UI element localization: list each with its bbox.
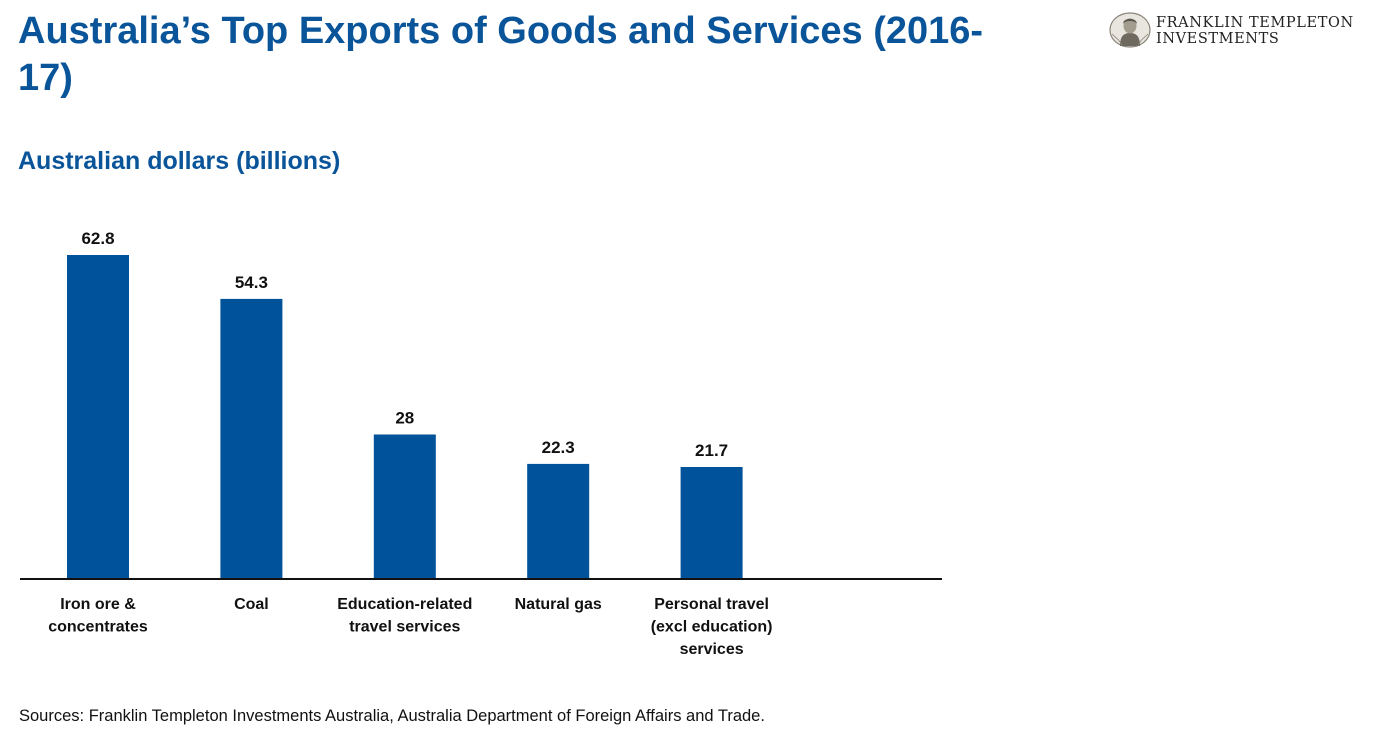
category-label-line: services xyxy=(680,641,744,658)
category-label-line: Coal xyxy=(234,596,269,613)
value-label-3: 22.3 xyxy=(542,438,575,457)
benjamin-franklin-portrait-icon xyxy=(1109,12,1151,48)
value-labels-group: 62.8 54.3 28 22.3 21.7 xyxy=(81,229,728,460)
bar-3 xyxy=(527,463,590,579)
category-label-line: (excl education) xyxy=(651,619,773,636)
logo-text-franklin-templeton: FRANKLIN TEMPLETON xyxy=(1156,15,1354,31)
category-label-0: Iron ore & concentrates xyxy=(48,596,148,636)
category-label-2: Education-related travel services xyxy=(337,596,472,636)
category-labels-group: Iron ore & concentrates Coal Education-rela… xyxy=(48,596,772,658)
category-label-line: travel services xyxy=(349,619,460,636)
value-label-1: 54.3 xyxy=(235,273,268,292)
bar-1 xyxy=(220,298,283,579)
bar-4 xyxy=(680,467,743,579)
category-label-line: Education-related xyxy=(337,596,472,613)
franklin-templeton-logo: FRANKLIN TEMPLETON INVESTMENTS xyxy=(1108,12,1358,48)
value-label-0: 62.8 xyxy=(81,229,114,248)
chart-title: Australia’s Top Exports of Goods and Ser… xyxy=(18,10,984,99)
value-label-2: 28 xyxy=(395,409,414,428)
category-label-4: Personal travel (excl education) services xyxy=(651,596,773,658)
value-label-4: 21.7 xyxy=(695,441,728,460)
category-label-line: Natural gas xyxy=(515,596,602,613)
category-label-line: Iron ore & xyxy=(60,596,136,613)
source-note: Sources: Franklin Templeton Investments … xyxy=(19,707,765,725)
category-label-line: Personal travel xyxy=(654,596,769,613)
category-label-line: concentrates xyxy=(48,619,148,636)
logo-text-investments: INVESTMENTS xyxy=(1156,31,1280,47)
category-label-1: Coal xyxy=(234,596,269,613)
category-label-3: Natural gas xyxy=(515,596,602,613)
chart-subtitle: Australian dollars (billions) xyxy=(18,147,341,175)
bar-0 xyxy=(67,255,129,579)
bar-2 xyxy=(373,434,436,579)
bars-group xyxy=(67,255,743,579)
